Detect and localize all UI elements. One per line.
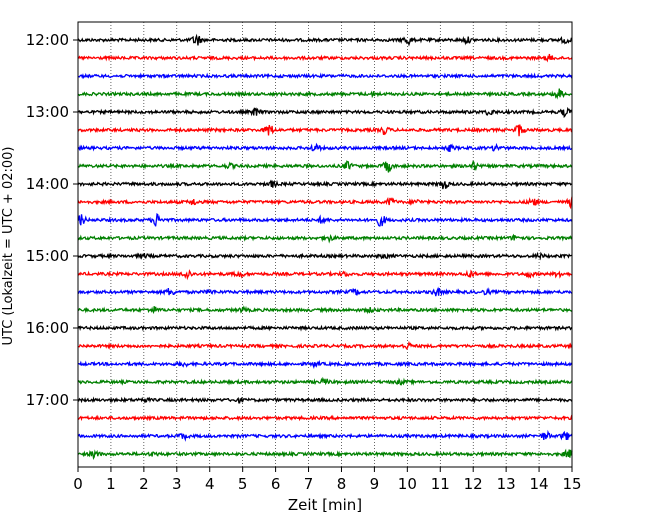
trace-line [77, 359, 573, 370]
trace-line [77, 213, 573, 227]
trace-line [77, 305, 573, 315]
trace-line [77, 376, 573, 386]
x-tick-label: 2 [139, 475, 149, 493]
y-tick-label: 17:00 [26, 391, 69, 409]
y-tick-label: 13:00 [26, 103, 69, 121]
x-tick-label: 3 [172, 475, 182, 493]
plot-frame [77, 21, 573, 468]
y-tick-label: 15:00 [26, 247, 69, 265]
trace-line [77, 396, 573, 404]
grid-lines [110, 22, 540, 467]
trace-line [77, 233, 573, 244]
x-tick-label: 13 [497, 475, 516, 493]
trace-line [77, 142, 573, 153]
trace-line [77, 448, 573, 461]
trace-line [77, 72, 573, 80]
x-tick-label: 7 [304, 475, 314, 493]
trace-line [77, 33, 573, 47]
x-tick-label: 12 [464, 475, 483, 493]
trace-line [77, 160, 573, 173]
y-tick-label: 14:00 [26, 175, 69, 193]
y-axis-label: UTC (Lokalzeit = UTC + 02:00) [1, 147, 16, 346]
x-axis-label: Zeit [min] [288, 496, 362, 514]
y-tick-label: 16:00 [26, 319, 69, 337]
trace-line [77, 106, 573, 119]
x-tick-label: 11 [431, 475, 450, 493]
y-tick-label: 12:00 [26, 31, 69, 49]
x-tick-label: 8 [337, 475, 347, 493]
x-tick-label: 0 [73, 475, 83, 493]
trace-line [77, 429, 573, 442]
x-tick-label: 15 [562, 475, 581, 493]
trace-line [77, 251, 573, 261]
trace-line [77, 340, 573, 351]
trace-line [77, 324, 573, 332]
trace-line [77, 286, 573, 297]
trace-line [77, 269, 573, 281]
traces [77, 33, 573, 461]
trace-line [77, 124, 573, 137]
x-tick-label: 4 [205, 475, 215, 493]
x-tick-label: 5 [238, 475, 248, 493]
trace-line [77, 179, 573, 190]
x-tick-label: 9 [370, 475, 380, 493]
x-tick-label: 10 [398, 475, 417, 493]
x-tick-label: 1 [106, 475, 116, 493]
x-tick-label: 14 [530, 475, 549, 493]
y-axis-ticks: 12:00 13:00 14:00 15:00 16:00 17:00 [26, 31, 78, 409]
trace-line [77, 88, 573, 100]
trace-line [77, 196, 573, 210]
trace-line [77, 414, 573, 422]
x-tick-label: 6 [271, 475, 281, 493]
trace-line [77, 53, 573, 63]
x-axis-ticks: 0 1 2 3 4 5 6 7 8 9 10 11 12 13 14 15 [73, 467, 582, 493]
